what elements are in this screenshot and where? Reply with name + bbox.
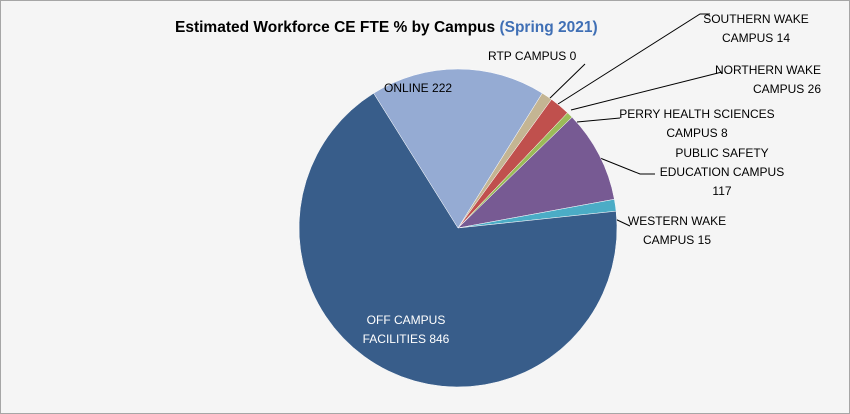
leader-line (576, 117, 621, 123)
label-value: 26 (807, 82, 821, 96)
label-category: NORTHERN WAKE CAMPUS (714, 63, 821, 96)
label-value: 8 (721, 126, 728, 140)
data-label: PERRY HEALTH SCIENCES CAMPUS 8 (614, 105, 780, 143)
label-value: 117 (712, 184, 732, 198)
data-label: WESTERN WAKE CAMPUS 15 (622, 212, 732, 250)
label-category: PUBLIC SAFETY EDUCATION CAMPUS (659, 146, 785, 179)
data-label: NORTHERN WAKE CAMPUS 26 (700, 61, 821, 99)
label-value: 222 (432, 81, 453, 95)
data-label: ONLINE 222 (384, 79, 504, 98)
leader-line (547, 63, 586, 101)
pie (298, 68, 618, 388)
chart-title: Estimated Workforce CE FTE % by Campus (… (175, 19, 598, 36)
leader-line (599, 157, 655, 175)
label-category: OFF CAMPUS FACILITIES (362, 313, 446, 346)
label-value: 14 (776, 31, 791, 45)
pie-slice (298, 92, 618, 388)
label-category: SOUTHERN WAKE CAMPUS (703, 12, 809, 45)
leader-line (570, 71, 723, 111)
title-text: Estimated Workforce CE FTE % by Campus (175, 19, 495, 36)
leader-line (557, 13, 710, 105)
pie-slice (457, 116, 615, 229)
pie-slice (373, 68, 543, 229)
label-value: 846 (429, 332, 450, 346)
label-category: WESTERN WAKE CAMPUS (627, 214, 727, 247)
label-value: 15 (697, 233, 712, 247)
label-category: PERRY HEALTH SCIENCES CAMPUS (619, 107, 775, 140)
data-label: SOUTHERN WAKE CAMPUS 14 (700, 10, 812, 48)
label-category: ONLINE (384, 81, 429, 95)
label-category: RTP CAMPUS (488, 49, 567, 63)
data-label: RTP CAMPUS 0 (488, 47, 598, 66)
data-label: OFF CAMPUS FACILITIES 846 (356, 311, 456, 349)
data-label: PUBLIC SAFETY EDUCATION CAMPUS 117 (657, 144, 787, 201)
subtitle-text: (Spring 2021) (499, 19, 597, 36)
label-value: 0 (569, 49, 577, 63)
